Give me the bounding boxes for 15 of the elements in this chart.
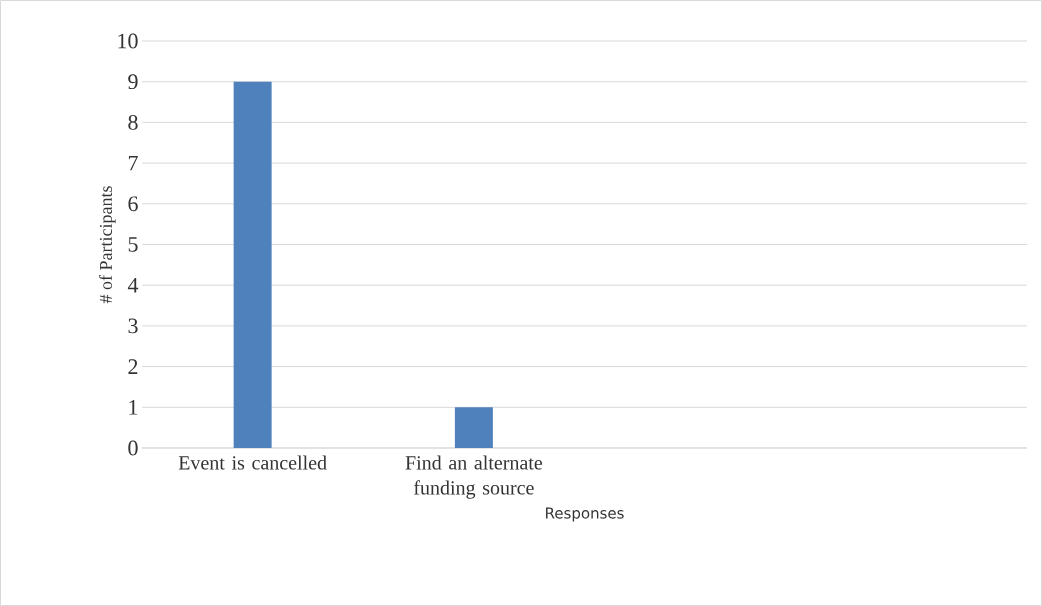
y-tick-label: 3 <box>128 318 138 334</box>
y-tick-label: 6 <box>128 196 138 212</box>
y-tick-label: 10 <box>118 33 138 49</box>
x-tick-label: Event is cancelled <box>178 455 327 470</box>
y-axis-title: # of Participants <box>99 186 116 304</box>
y-tick-label: 2 <box>128 359 138 374</box>
y-tick-label: 8 <box>128 114 138 130</box>
y-tick-label: 4 <box>127 277 139 293</box>
y-tick-label: 5 <box>128 237 138 252</box>
y-tick-label: 0 <box>128 440 138 456</box>
x-tick-label: Find an alternate funding source <box>405 455 543 499</box>
y-tick-label: 1 <box>129 400 138 415</box>
y-tick-label: 7 <box>128 155 138 171</box>
y-tick-label: 9 <box>128 74 138 90</box>
x-axis-title: Responses <box>546 507 624 522</box>
